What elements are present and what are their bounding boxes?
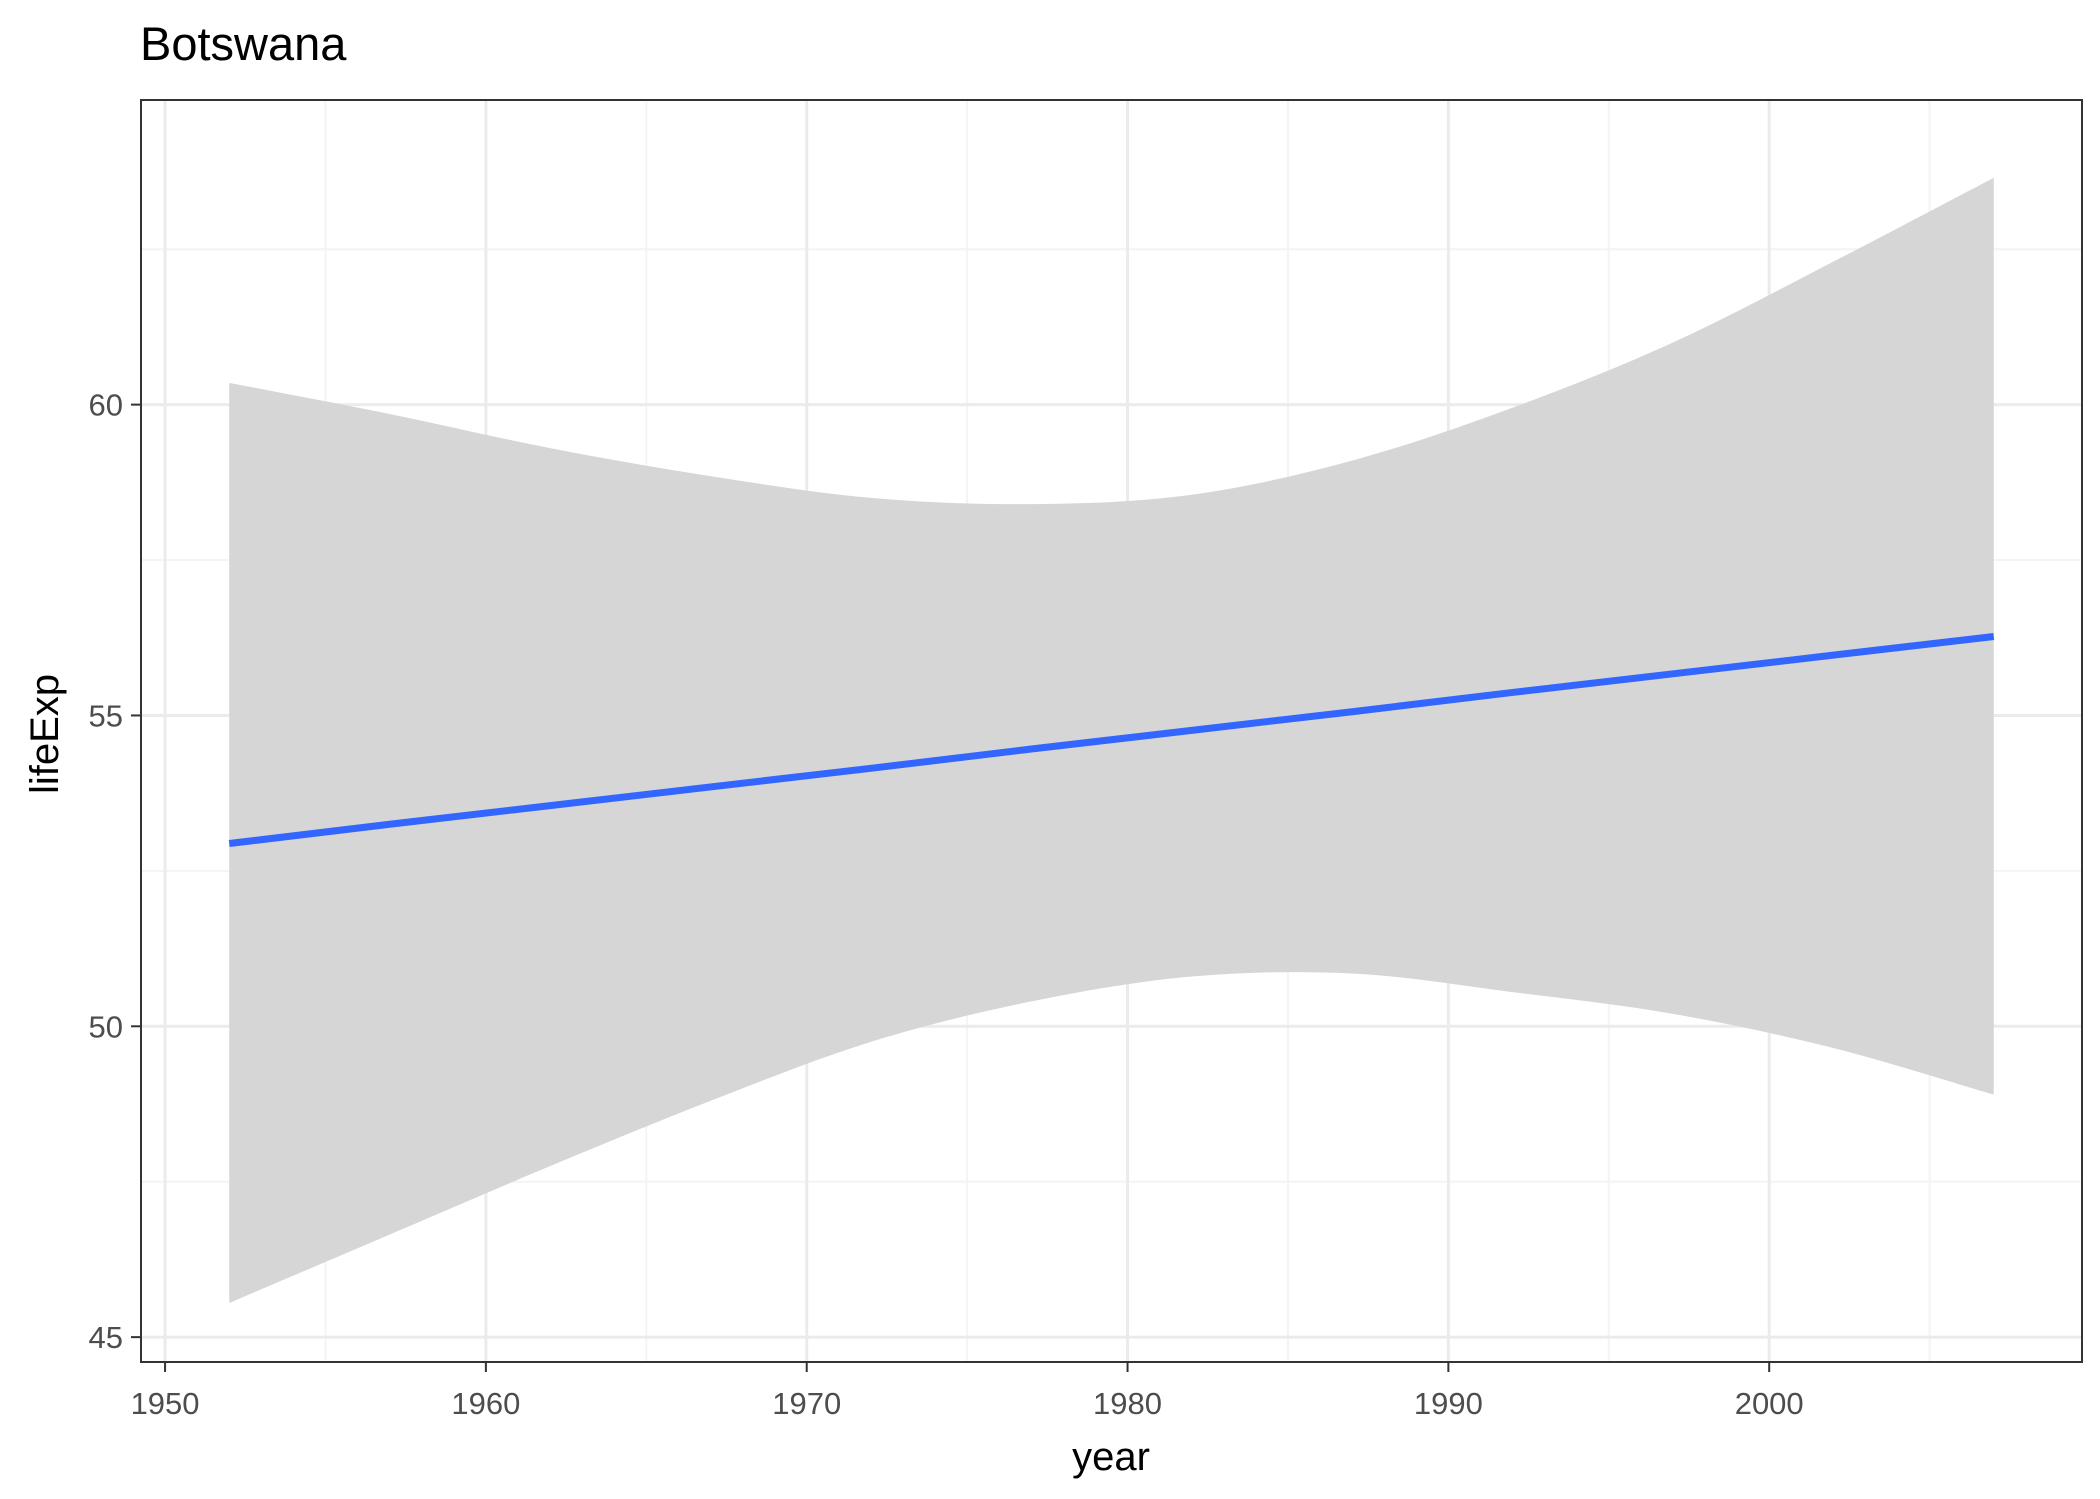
x-tick-label: 1990 bbox=[1414, 1386, 1483, 1421]
y-tick-label: 60 bbox=[89, 388, 123, 423]
y-axis: 45 50 55 60 bbox=[89, 388, 141, 1355]
x-tick-label: 1970 bbox=[772, 1386, 841, 1421]
panel-border bbox=[140, 99, 2083, 1363]
y-tick-label: 50 bbox=[89, 1009, 123, 1044]
y-tick-label: 45 bbox=[89, 1320, 123, 1355]
y-tick-label: 55 bbox=[89, 698, 123, 733]
y-axis-title: lifeExp bbox=[23, 674, 67, 794]
x-axis-title: year bbox=[1072, 1435, 1150, 1479]
x-tick-label: 2000 bbox=[1735, 1386, 1804, 1421]
x-tick-label: 1950 bbox=[131, 1386, 200, 1421]
trend-line bbox=[228, 633, 1995, 847]
chart-title: Botswana bbox=[140, 17, 347, 70]
x-tick-label: 1960 bbox=[451, 1386, 520, 1421]
x-tick-label: 1980 bbox=[1093, 1386, 1162, 1421]
x-axis: 1950 1960 1970 1980 1990 2000 bbox=[131, 1362, 1804, 1421]
